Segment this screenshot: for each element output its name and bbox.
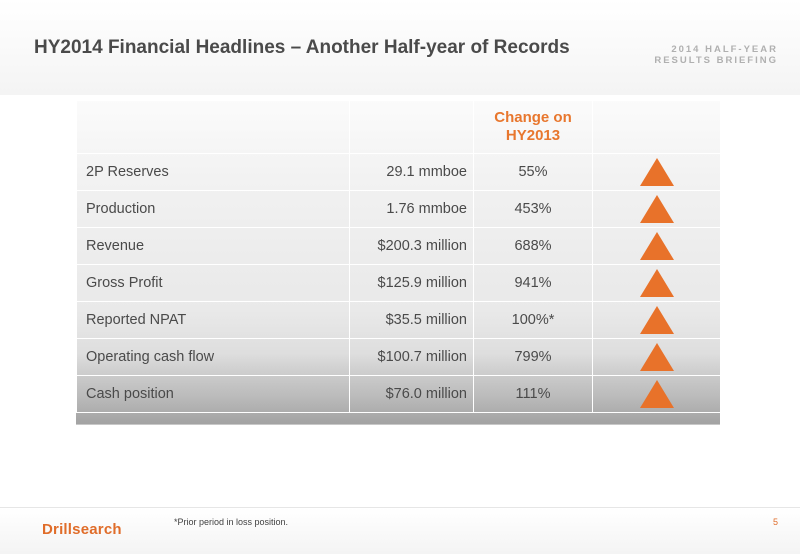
footnote: *Prior period in loss position. [174, 517, 289, 527]
financial-panel: Change on HY2013 2P Reserves 29.1 mmboe … [76, 100, 721, 425]
metric-cell: Operating cash flow [76, 338, 350, 376]
up-triangle-icon [639, 343, 674, 371]
header-metric-cell [76, 100, 350, 154]
briefing-label-line1: 2014 HALF-YEAR [671, 44, 778, 55]
change-header-line2: HY2013 [505, 127, 561, 144]
value-cell: 1.76 mmboe [349, 190, 474, 228]
up-triangle-icon [639, 269, 674, 297]
change-cell: 111% [473, 375, 593, 413]
drillsearch-logo: Drillsearch [42, 521, 122, 538]
table-header-row: Change on HY2013 [76, 100, 721, 154]
table-row: Production 1.76 mmboe 453% [76, 190, 721, 228]
metric-cell: Revenue [76, 227, 350, 265]
value-cell: $100.7 million [349, 338, 474, 376]
up-triangle-icon [639, 380, 674, 408]
trend-cell [592, 227, 721, 265]
change-cell: 55% [473, 153, 593, 191]
trend-cell [592, 190, 721, 228]
change-cell: 799% [473, 338, 593, 376]
value-cell: $125.9 million [349, 264, 474, 302]
metric-cell: Reported NPAT [76, 301, 350, 339]
table-row: 2P Reserves 29.1 mmboe 55% [76, 153, 721, 191]
table-row: Gross Profit $125.9 million 941% [76, 264, 721, 302]
up-triangle-icon [639, 306, 674, 334]
header-band [0, 0, 800, 95]
trend-cell [592, 338, 721, 376]
change-header-line1: Change on [494, 109, 572, 126]
up-triangle-icon [639, 158, 674, 186]
value-cell: $35.5 million [349, 301, 474, 339]
header-change-cell: Change on HY2013 [473, 100, 593, 154]
header-value-cell [349, 100, 474, 154]
table-row: Revenue $200.3 million 688% [76, 227, 721, 265]
value-cell: 29.1 mmboe [349, 153, 474, 191]
up-triangle-icon [639, 232, 674, 260]
metric-cell: Cash position [76, 375, 350, 413]
metric-cell: 2P Reserves [76, 153, 350, 191]
metric-cell: Gross Profit [76, 264, 350, 302]
page-title: HY2014 Financial Headlines – Another Hal… [34, 37, 570, 58]
change-cell: 453% [473, 190, 593, 228]
trend-cell [592, 264, 721, 302]
value-cell: $76.0 million [349, 375, 474, 413]
financial-table: Change on HY2013 2P Reserves 29.1 mmboe … [76, 100, 721, 413]
table-row: Cash position $76.0 million 111% [76, 375, 721, 413]
page-number: 5 [772, 517, 778, 527]
value-cell: $200.3 million [349, 227, 474, 265]
trend-cell [592, 301, 721, 339]
change-cell: 941% [473, 264, 593, 302]
change-cell: 100%* [473, 301, 593, 339]
metric-cell: Production [76, 190, 350, 228]
footer-divider [0, 507, 800, 508]
change-cell: 688% [473, 227, 593, 265]
table-row: Reported NPAT $35.5 million 100%* [76, 301, 721, 339]
trend-cell [592, 375, 721, 413]
briefing-label: 2014 HALF-YEAR RESULTS BRIEFING [654, 44, 778, 66]
briefing-label-line2: RESULTS BRIEFING [654, 55, 778, 66]
up-triangle-icon [639, 195, 674, 223]
header-trend-cell [592, 100, 721, 154]
trend-cell [592, 153, 721, 191]
table-row: Operating cash flow $100.7 million 799% [76, 338, 721, 376]
footer-band [0, 508, 800, 554]
